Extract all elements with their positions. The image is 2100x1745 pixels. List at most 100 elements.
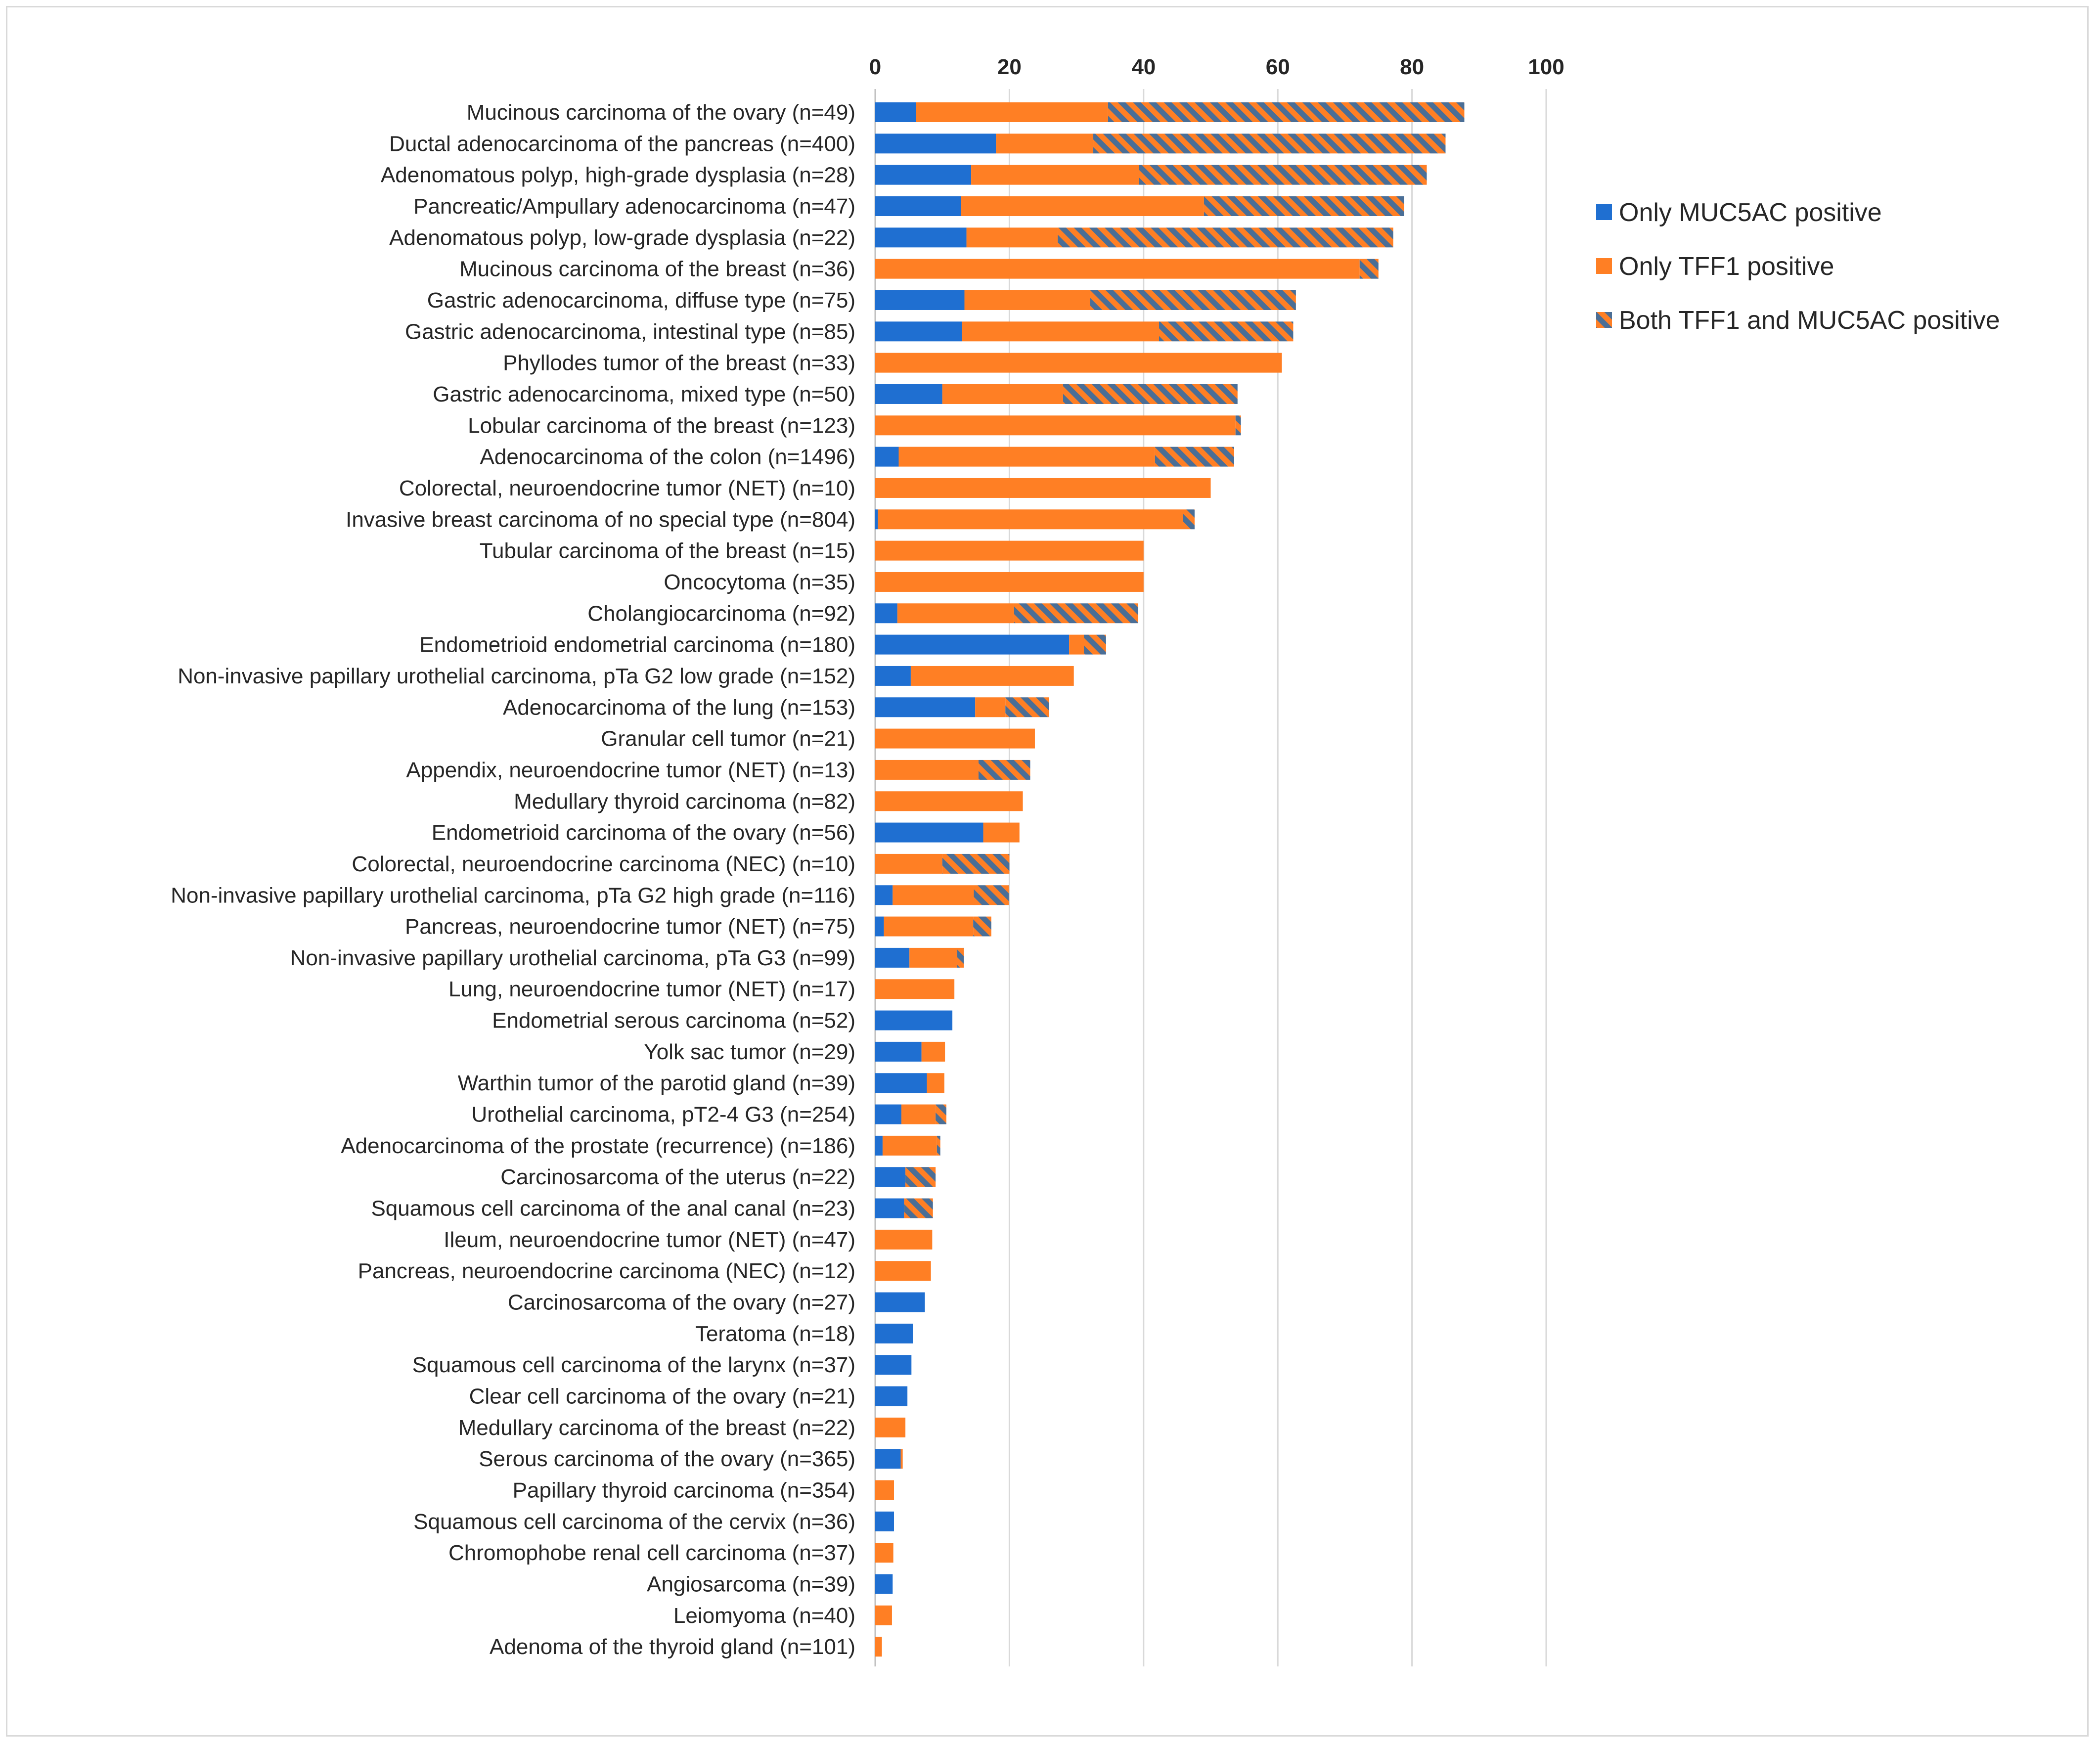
bar-muc5ac xyxy=(875,1449,901,1469)
bar-tff1 xyxy=(875,979,955,999)
bar-tff1 xyxy=(875,1229,933,1250)
category-label: Colorectal, neuroendocrine carcinoma (NE… xyxy=(352,852,855,876)
legend-label: Only MUC5AC positive xyxy=(1619,198,1882,227)
bar-tff1 xyxy=(900,1449,903,1469)
bar-muc5ac xyxy=(875,822,983,843)
bar-muc5ac xyxy=(875,1574,893,1594)
category-label: Squamous cell carcinoma of the anal cana… xyxy=(371,1197,855,1221)
x-tick-label: 60 xyxy=(1266,55,1290,79)
bar-muc5ac xyxy=(875,134,996,154)
bar-muc5ac xyxy=(875,1386,908,1406)
legend-label: Both TFF1 and MUC5AC positive xyxy=(1619,306,2000,335)
bar-tff1 xyxy=(964,290,1090,310)
bar-muc5ac xyxy=(875,290,965,310)
category-label: Adenoma of the thyroid gland (n=101) xyxy=(490,1635,855,1659)
category-label: Adenomatous polyp, low-grade dysplasia (… xyxy=(389,225,855,250)
category-label: Endometrioid endometrial carcinoma (n=18… xyxy=(419,633,855,657)
bar-both xyxy=(1235,415,1241,436)
category-label: Squamous cell carcinoma of the cervix (n… xyxy=(413,1510,855,1534)
bar-tff1 xyxy=(875,1480,894,1500)
bar-both xyxy=(1204,196,1404,216)
bar-tff1 xyxy=(875,259,1360,279)
category-label: Adenocarcinoma of the colon (n=1496) xyxy=(480,445,856,469)
bar-tff1 xyxy=(921,1041,945,1062)
bar-tff1 xyxy=(875,478,1211,498)
category-label: Non-invasive papillary urothelial carcin… xyxy=(290,946,855,970)
bar-tff1 xyxy=(878,509,1183,530)
bar-both xyxy=(1090,290,1296,310)
category-label: Yolk sac tumor (n=29) xyxy=(644,1040,855,1064)
bar-tff1 xyxy=(898,447,1155,467)
bar-muc5ac xyxy=(875,603,897,624)
category-label: Endometrioid carcinoma of the ovary (n=5… xyxy=(432,821,855,845)
bar-muc5ac xyxy=(875,1511,894,1531)
bar-both xyxy=(974,885,1009,905)
category-label: Granular cell tumor (n=21) xyxy=(601,727,855,751)
legend-swatch-muc5ac xyxy=(1596,204,1612,220)
x-tick-label: 80 xyxy=(1400,55,1424,79)
bar-muc5ac xyxy=(875,165,972,185)
x-tick-label: 100 xyxy=(1528,55,1564,79)
bar-both xyxy=(978,760,1030,780)
category-label: Pancreas, neuroendocrine tumor (NET) (n=… xyxy=(405,915,855,939)
bar-muc5ac xyxy=(875,1167,906,1187)
x-tick-label: 40 xyxy=(1131,55,1156,79)
category-label: Appendix, neuroendocrine tumor (NET) (n=… xyxy=(406,758,855,782)
category-label: Colorectal, neuroendocrine tumor (NET) (… xyxy=(399,476,855,500)
x-axis-ticks: 0 20 40 60 80 100 xyxy=(869,55,1564,79)
category-label: Carcinosarcoma of the ovary (n=27) xyxy=(508,1291,855,1315)
category-label: Papillary thyroid carcinoma (n=354) xyxy=(513,1478,855,1503)
bar-tff1 xyxy=(996,134,1094,154)
category-label: Clear cell carcinoma of the ovary (n=21) xyxy=(469,1385,855,1409)
bar-muc5ac xyxy=(875,1355,912,1375)
category-label: Medullary thyroid carcinoma (n=82) xyxy=(514,789,855,813)
category-label: Adenomatous polyp, high-grade dysplasia … xyxy=(381,163,855,187)
legend-swatch-tff1 xyxy=(1596,258,1612,274)
bar-muc5ac xyxy=(875,666,911,686)
bar-tff1 xyxy=(882,1135,937,1156)
bar-muc5ac xyxy=(875,697,976,717)
legend-swatch-both xyxy=(1596,312,1612,328)
category-label: Pancreas, neuroendocrine carcinoma (NEC)… xyxy=(358,1259,855,1283)
category-label: Ductal adenocarcinoma of the pancreas (n… xyxy=(389,132,855,156)
category-label: Pancreatic/Ampullary adenocarcinoma (n=4… xyxy=(413,194,855,219)
legend-label: Only TFF1 positive xyxy=(1619,252,1834,281)
legend: Only MUC5AC positive Only TFF1 positive Bo… xyxy=(1596,198,2000,335)
bar-muc5ac xyxy=(875,1104,901,1124)
category-label: Gastric adenocarcinoma, intestinal type … xyxy=(405,319,855,344)
category-label: Mucinous carcinoma of the breast (n=36) xyxy=(459,257,855,281)
bar-tff1 xyxy=(897,603,1014,624)
bar-tff1 xyxy=(875,1605,892,1625)
bar-muc5ac xyxy=(875,1041,922,1062)
category-label: Non-invasive papillary urothelial carcin… xyxy=(178,664,855,688)
bar-tff1 xyxy=(909,947,957,968)
bar-tff1 xyxy=(875,540,1144,561)
bar-tff1 xyxy=(875,353,1282,373)
bar-tff1 xyxy=(961,196,1204,216)
bar-tff1 xyxy=(884,916,974,937)
bar-muc5ac xyxy=(875,196,961,216)
bar-tff1 xyxy=(983,822,1020,843)
category-labels: Mucinous carcinoma of the ovary (n=49) Du… xyxy=(171,100,855,1659)
bar-muc5ac xyxy=(875,1323,913,1343)
bar-muc5ac xyxy=(875,916,884,937)
bar-tff1 xyxy=(893,885,974,905)
bar-both xyxy=(936,1104,946,1124)
category-label: Leiomyoma (n=40) xyxy=(673,1604,855,1628)
bar-tff1 xyxy=(875,853,942,874)
bar-both xyxy=(1183,509,1195,530)
category-label: Phyllodes tumor of the breast (n=33) xyxy=(503,351,855,375)
category-label: Lung, neuroendocrine tumor (NET) (n=17) xyxy=(448,977,855,1001)
bar-muc5ac xyxy=(875,947,910,968)
bar-both xyxy=(1093,134,1446,154)
x-tick-label: 0 xyxy=(869,55,881,79)
bar-both xyxy=(1359,259,1379,279)
bar-tff1 xyxy=(875,760,979,780)
bar-both xyxy=(1058,227,1393,248)
bar-both xyxy=(1155,447,1234,467)
bar-tff1 xyxy=(875,1417,906,1437)
category-label: Urothelial carcinoma, pT2-4 G3 (n=254) xyxy=(472,1103,855,1127)
bar-tff1 xyxy=(966,227,1058,248)
x-tick-label: 20 xyxy=(997,55,1022,79)
bar-muc5ac xyxy=(875,509,878,530)
